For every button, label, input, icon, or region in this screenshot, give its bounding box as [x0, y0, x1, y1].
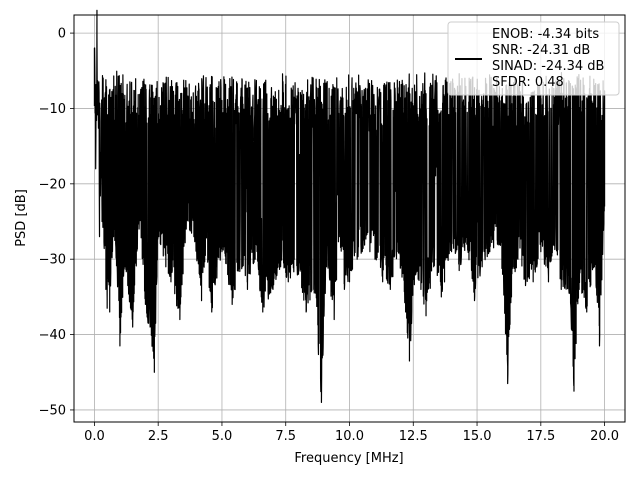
legend: ENOB: -4.34 bits SNR: -24.31 dB SINAD: -…	[447, 21, 620, 96]
legend-entry-sfdr: SFDR: 0.48	[492, 75, 564, 90]
y-tick-label: −40	[39, 328, 66, 343]
x-tick-label: 7.5	[275, 429, 296, 444]
x-tick-label: 5.0	[212, 429, 233, 444]
legend-box	[447, 21, 620, 96]
legend-entry-enob: ENOB: -4.34 bits	[492, 27, 599, 42]
x-tick-label: 2.5	[148, 429, 169, 444]
x-tick-label: 15.0	[463, 429, 492, 444]
x-tick-label: 17.5	[526, 429, 555, 444]
x-axis-label: Frequency [MHz]	[294, 451, 403, 466]
y-tick-label: −20	[39, 177, 66, 192]
x-axis-ticks: 0.0 2.5 5.0 7.5 10.0 12.5 15.0 17.5 20.0	[84, 422, 619, 444]
y-tick-label: 0	[58, 27, 66, 42]
y-axis-label: PSD [dB]	[14, 189, 29, 247]
x-tick-label: 12.5	[399, 429, 428, 444]
legend-entry-sinad: SINAD: -24.34 dB	[492, 59, 604, 74]
legend-entry-snr: SNR: -24.31 dB	[492, 43, 590, 58]
y-tick-label: −50	[39, 403, 66, 418]
y-axis-ticks: 0 −10 −20 −30 −40 −50	[39, 27, 74, 418]
y-tick-label: −10	[39, 102, 66, 117]
x-tick-label: 10.0	[335, 429, 364, 444]
x-tick-label: 0.0	[84, 429, 105, 444]
y-tick-label: −30	[39, 253, 66, 268]
x-tick-label: 20.0	[590, 429, 619, 444]
